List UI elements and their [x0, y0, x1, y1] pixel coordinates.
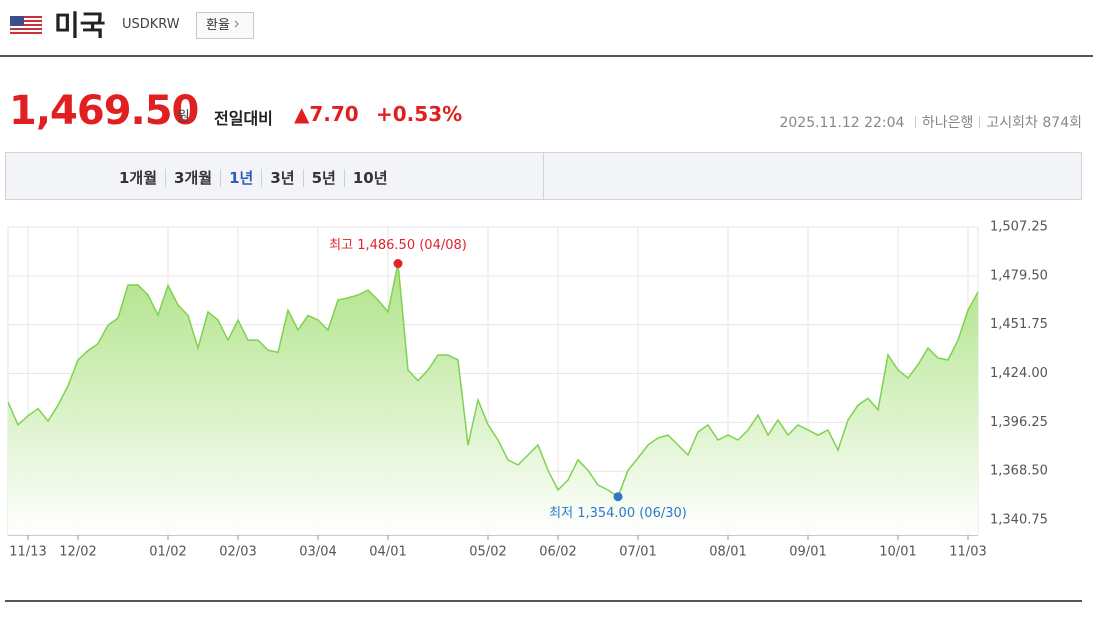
flag: [10, 16, 42, 34]
x-tick-label: 05/02: [469, 545, 506, 560]
tab[interactable]: 10년: [343, 169, 396, 187]
low-marker: [613, 492, 623, 502]
line: [7, 263, 979, 498]
x-tick-label: 10/01: [879, 545, 916, 560]
x-tick-label: 03/04: [299, 545, 336, 560]
divider: [0, 55, 1093, 57]
round: 고시회차 874회: [973, 115, 1082, 131]
currency-code: USDKRW: [122, 17, 180, 32]
area: [8, 263, 978, 535]
y-tick-label: 1,396.25: [990, 415, 1048, 430]
x-tick-label: 11/03: [949, 545, 986, 560]
tab[interactable]: 5년: [302, 169, 344, 187]
y-tick-label: 1,340.75: [990, 513, 1048, 528]
change-percent: +0.53%: [376, 102, 463, 126]
price-unit: 원: [177, 109, 190, 125]
chevron: [234, 20, 239, 28]
datetime: 2025.11.12 22:04: [779, 115, 905, 131]
y-tick-label: 1,368.50: [990, 464, 1048, 479]
x-tick-label: 08/01: [709, 545, 746, 560]
low-label: 최저 1,354.00 (06/30): [549, 506, 687, 521]
tabs: 1개월 3개월 1년 3년 5년 10년: [111, 167, 396, 188]
y-tick-label: 1,479.50: [990, 268, 1048, 283]
change: ▲7.70: [294, 102, 359, 126]
bank: 하나은행: [909, 115, 974, 131]
tab[interactable]: 1개월: [119, 169, 158, 187]
x-tick-label: 02/03: [219, 545, 256, 560]
high-marker: [393, 259, 403, 269]
x-tick-label: 12/02: [59, 545, 96, 560]
x-tick-label: 09/01: [789, 545, 826, 560]
x-tick-label: 07/01: [619, 545, 656, 560]
x-tick-label: 06/02: [539, 545, 576, 560]
rate-button[interactable]: 환율: [196, 12, 254, 39]
high-label: 최고 1,486.50 (04/08): [329, 238, 467, 253]
x-tick-label: 01/02: [149, 545, 186, 560]
change-label: 전일대비: [214, 109, 273, 128]
button-label: 환율: [206, 18, 230, 33]
y-tick-label: 1,451.75: [990, 317, 1048, 332]
x-tick-label: 11/13: [9, 545, 46, 560]
x-tick-label: 04/01: [369, 545, 406, 560]
tab-divider: [543, 153, 544, 199]
tab[interactable]: 3년: [261, 169, 303, 187]
info: 2025.11.12 22:04 하나은행 고시회차 874회: [779, 112, 1082, 132]
y-tick-label: 1,507.25: [990, 220, 1048, 235]
tab[interactable]: 1년: [220, 169, 262, 187]
country: 미국: [54, 9, 106, 42]
price: 1,469.50: [9, 88, 199, 134]
tab-bar: 1개월 3개월 1년 3년 5년 10년: [5, 152, 1082, 200]
y-tick-label: 1,424.00: [990, 366, 1048, 381]
chart: 1,340.75 1,368.50 1,396.25 1,424.00 1,451.75…: [7, 220, 1048, 560]
divider: [5, 600, 1082, 602]
tab[interactable]: 3개월: [165, 169, 221, 187]
